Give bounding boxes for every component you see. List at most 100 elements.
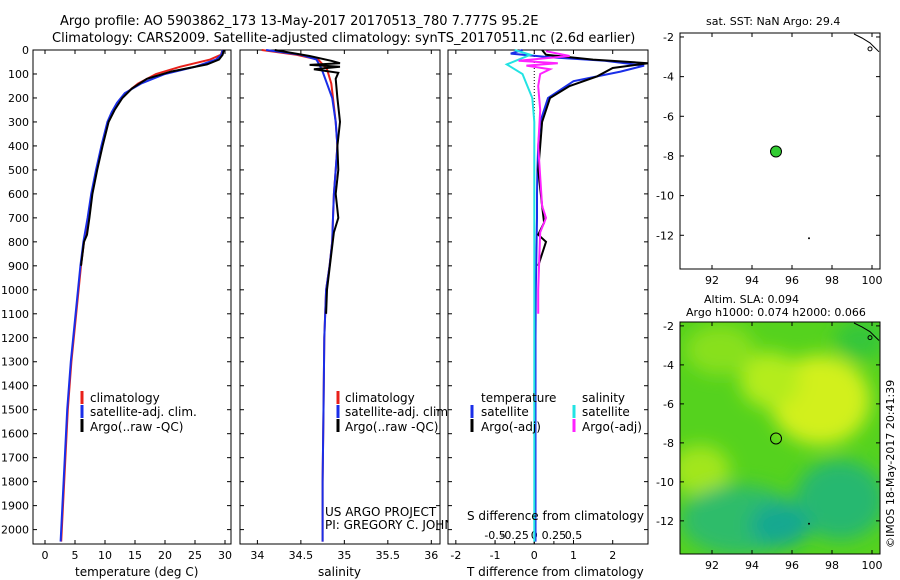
series-line-argo-raw-qc [274, 49, 342, 314]
difference-xlabel: T difference from climatology [466, 565, 644, 579]
temperature-xlabel: temperature (deg C) [75, 565, 198, 579]
sst-map-coastline [808, 33, 880, 240]
x-tick-label: -2 [450, 549, 461, 562]
series-line-s-satellite [504, 49, 536, 542]
island [808, 522, 810, 525]
map-y-tick-label: -2 [663, 31, 674, 44]
y-tick-label: 300 [8, 116, 29, 129]
map-x-tick-label: 96 [785, 559, 799, 572]
x-tick-label: 5 [72, 549, 79, 562]
series-line-s-argo-adj [518, 50, 570, 314]
y-tick-label: 1000 [1, 284, 29, 297]
argo-float-marker [770, 145, 782, 158]
y-tick-label: 600 [8, 188, 29, 201]
sla-map-title-line2: Argo h1000: 0.074 h2000: 0.066 [686, 306, 866, 319]
difference-top-xlabel: S difference from climatology [467, 509, 644, 523]
series-line-satellite-adj-clim [59, 49, 224, 542]
y-tick-label: 500 [8, 164, 29, 177]
argo-float-marker [770, 432, 782, 445]
difference-top-axis: -0.5-0.25 0 0.250.5 [484, 529, 582, 544]
x-tick-label: 0 [531, 549, 538, 562]
sst-map-title: sat. SST: NaN Argo: 29.4 [706, 15, 840, 28]
map-y-tick-label: -6 [663, 110, 674, 123]
legend-label-argo: Argo(..raw -QC) [345, 420, 438, 434]
map-y-tick-label: -4 [663, 359, 674, 372]
y-tick-label: 1700 [1, 452, 29, 465]
temperature-x-axis: 0 5 10 15 20 25 30 [42, 50, 232, 562]
sla-map-panel: Altim. SLA: 0.094 Argo h1000: 0.074 h200… [656, 293, 882, 572]
x-tick-label: 2 [609, 549, 616, 562]
map-x-tick-label: 92 [705, 559, 719, 572]
salinity-xlabel: salinity [318, 565, 361, 579]
legend-label-t-argo: Argo(-adj) [481, 420, 541, 434]
y-tick-label: 200 [8, 92, 29, 105]
difference-legend: temperature satellite Argo(-adj) salinit… [470, 391, 642, 434]
temperature-panel: 0100200300400500600700800900100011001200… [1, 44, 232, 579]
temperature-series [59, 49, 225, 542]
salinity-legend: climatology satellite-adj. clim. Argo(..… [336, 391, 452, 434]
y-tick-label: 800 [8, 236, 29, 249]
coastline [853, 33, 880, 53]
x-tick-label: -1 [490, 549, 501, 562]
x-tick-label: 35 [337, 549, 351, 562]
series-line-argo-raw-qc [80, 49, 225, 266]
map-x-tick-label: 98 [825, 559, 839, 572]
x-tick-label: 34 [250, 549, 264, 562]
legend-label-t-satellite: satellite [481, 405, 529, 419]
y-tick-label: 100 [8, 68, 29, 81]
x-tick-label: 34.5 [289, 549, 314, 562]
figure-title-line1: Argo profile: AO 5903862_173 13-May-2017… [60, 14, 538, 29]
island [867, 335, 873, 341]
sla-map-title-line1: Altim. SLA: 0.094 [704, 293, 799, 306]
top-x-tick-label: -0.5 [484, 529, 505, 542]
y-tick-label: 1900 [1, 500, 29, 513]
y-tick-label: 1800 [1, 476, 29, 489]
sla-heatmap [680, 322, 880, 554]
y-tick-label: 700 [8, 212, 29, 225]
y-tick-label: 0 [22, 44, 29, 57]
salinity-panel: 34 34.5 35 35.5 36 salinity climatology sate… [239, 49, 479, 579]
legend-label-satellite: satellite-adj. clim. [345, 405, 452, 419]
y-tick-label: 2000 [1, 524, 29, 537]
top-x-tick-label: -0.25 [500, 529, 528, 542]
x-tick-label: 35.5 [376, 549, 401, 562]
salinity-y-ticks [240, 49, 440, 531]
y-tick-label: 1300 [1, 356, 29, 369]
map-x-tick-label: 100 [862, 559, 883, 572]
map-y-tick-label: -12 [656, 229, 674, 242]
figure-title-line2: Climatology: CARS2009. Satellite-adjuste… [52, 31, 635, 46]
y-tick-label: 1200 [1, 332, 29, 345]
legend-label-climatology: climatology [90, 391, 160, 405]
sla-map-coastline [808, 322, 880, 525]
map-y-tick-label: -2 [663, 320, 674, 333]
map-y-tick-label: -6 [663, 398, 674, 411]
y-tick-label: 400 [8, 140, 29, 153]
y-tick-label: 1500 [1, 404, 29, 417]
top-x-tick-label: 0.25 [542, 529, 567, 542]
legend-label-satellite: satellite-adj. clim. [90, 405, 197, 419]
sst-map-panel: sat. SST: NaN Argo: 29.4 92 94 96 98 100 -2 -4… [656, 15, 882, 287]
island [808, 237, 810, 240]
difference-y-ticks [448, 49, 648, 531]
difference-panel: -2 -1 0 1 2 -0.5-0.25 0 0.250.5 S difference f… [447, 49, 649, 579]
x-tick-label: 0 [42, 549, 49, 562]
legend-header-salinity: salinity [582, 391, 625, 405]
map-x-tick-label: 100 [862, 274, 883, 287]
y-tick-label: 900 [8, 260, 29, 273]
sla-map-axes: 92 94 96 98 100 -2 -4 -6 -8 -10 -12 [656, 320, 882, 572]
difference-series [504, 49, 649, 542]
x-tick-label: 10 [98, 549, 112, 562]
map-x-tick-label: 92 [705, 274, 719, 287]
legend-label-argo: Argo(..raw -QC) [90, 420, 183, 434]
map-y-tick-label: -10 [656, 476, 674, 489]
salinity-plot-frame [239, 49, 441, 545]
island [867, 46, 873, 52]
map-y-tick-label: -4 [663, 71, 674, 84]
map-x-tick-label: 94 [745, 274, 759, 287]
x-tick-label: 15 [128, 549, 142, 562]
temperature-y-axis: 0 100 200 300 400 500 600 700 800 900 1000 1100 1200… [1, 44, 231, 537]
legend-label-climatology: climatology [345, 391, 415, 405]
y-tick-label: 1400 [1, 380, 29, 393]
y-tick-label: 1600 [1, 428, 29, 441]
